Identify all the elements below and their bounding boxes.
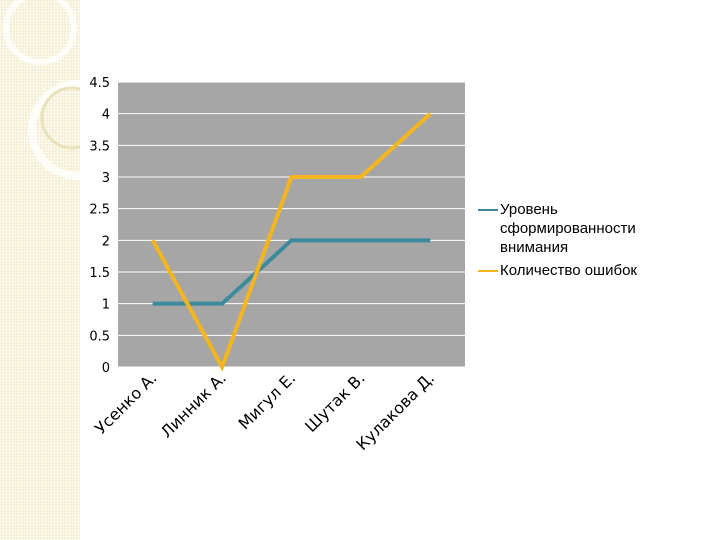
plot-area [118, 82, 465, 367]
y-tick-label: 0.5 [89, 329, 110, 344]
x-category-label: Шутак В. [301, 368, 369, 436]
y-tick-label: 2 [102, 234, 110, 249]
decorative-strip [0, 0, 80, 540]
y-tick-label: 0 [102, 361, 110, 376]
legend-label-attention: Уровень сформированности внимания [500, 201, 636, 256]
x-category-label: Линник А. [157, 368, 230, 441]
y-axis-ticks: 0 0.5 1 1.5 2 2.5 3 3.5 4 4.5 [89, 76, 110, 376]
y-tick-label: 1.5 [89, 266, 110, 281]
x-category-label: Мигул Е. [235, 368, 300, 433]
y-tick-label: 3 [102, 171, 110, 186]
y-tick-label: 1 [102, 298, 110, 313]
y-tick-label: 3.5 [89, 139, 110, 154]
legend-swatch-errors [478, 270, 498, 272]
x-category-label: Усенко А. [91, 368, 161, 438]
y-tick-label: 2.5 [89, 203, 110, 218]
series-lines [150, 112, 432, 372]
legend-item-errors: Количество ошибок [478, 261, 718, 280]
legend: Уровень сформированности внимания Количе… [478, 200, 718, 284]
y-tick-label: 4.5 [89, 76, 110, 91]
legend-item-attention: Уровень сформированности внимания [478, 200, 718, 257]
legend-swatch-attention [478, 209, 498, 211]
y-tick-label: 4 [102, 108, 110, 123]
legend-label-errors: Количество ошибок [500, 262, 637, 279]
decorative-circles-icon [3, 0, 80, 180]
x-axis-categories: Усенко А.Линник А. Мигул Е. Шутак В.Кулако… [91, 368, 438, 454]
